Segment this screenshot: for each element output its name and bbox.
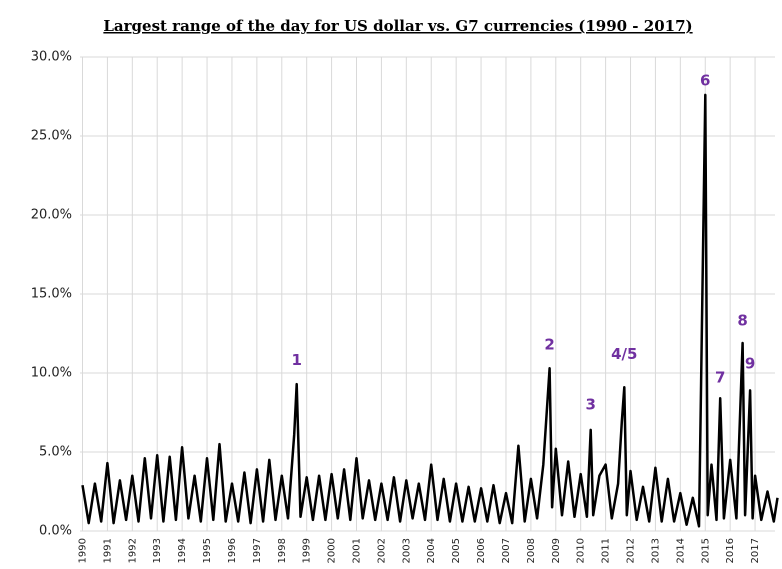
x-tick-label: 1994 [177, 538, 188, 563]
x-tick-label: 2011 [601, 538, 612, 563]
annotation: 6 [700, 71, 710, 89]
y-tick-label: 30.0% [31, 50, 72, 65]
x-tick-label: 2010 [576, 538, 587, 563]
x-tick-label: 2013 [650, 538, 661, 563]
chart-title: Largest range of the day for US dollar v… [103, 17, 692, 35]
x-tick-label: 1996 [227, 538, 238, 563]
y-tick-label: 0.0% [39, 524, 72, 539]
x-tick-label: 2015 [700, 538, 711, 563]
x-tick-label: 2016 [725, 538, 736, 563]
x-tick-label: 2009 [551, 538, 562, 563]
x-tick-label: 2002 [376, 538, 387, 563]
x-tick-label: 2000 [327, 538, 338, 563]
x-tick-label: 1991 [102, 538, 113, 563]
x-tick-label: 2007 [501, 538, 512, 563]
x-tick-label: 2012 [626, 538, 637, 563]
x-tick-label: 2014 [675, 538, 686, 563]
x-tick-label: 1999 [302, 538, 313, 563]
y-tick-label: 25.0% [31, 129, 72, 144]
x-tick-label: 2001 [352, 538, 363, 563]
y-tick-label: 10.0% [31, 366, 72, 381]
x-tick-label: 2003 [401, 538, 412, 563]
annotation: 8 [737, 312, 747, 330]
y-tick-label: 20.0% [31, 208, 72, 223]
y-tick-label: 15.0% [31, 287, 72, 302]
annotation: 7 [715, 368, 725, 386]
x-tick-label: 1990 [77, 538, 88, 563]
x-tick-label: 1993 [152, 538, 163, 563]
x-tick-label: 2017 [750, 538, 761, 563]
annotation: 1 [292, 351, 302, 369]
x-tick-label: 2005 [451, 538, 462, 563]
x-tick-label: 1992 [127, 538, 138, 563]
x-tick-label: 1997 [252, 538, 263, 563]
data-line [81, 93, 779, 528]
x-tick-label: 1995 [202, 538, 213, 563]
annotation: 3 [585, 395, 595, 413]
x-tick-label: 2004 [426, 538, 437, 563]
x-tick-label: 2008 [526, 538, 537, 563]
annotation: 4/5 [611, 345, 637, 363]
x-tick-label: 2006 [476, 538, 487, 563]
annotation: 2 [544, 335, 554, 353]
x-tick-label: 1998 [277, 538, 288, 563]
annotation: 9 [745, 354, 755, 372]
y-tick-label: 5.0% [39, 445, 72, 460]
